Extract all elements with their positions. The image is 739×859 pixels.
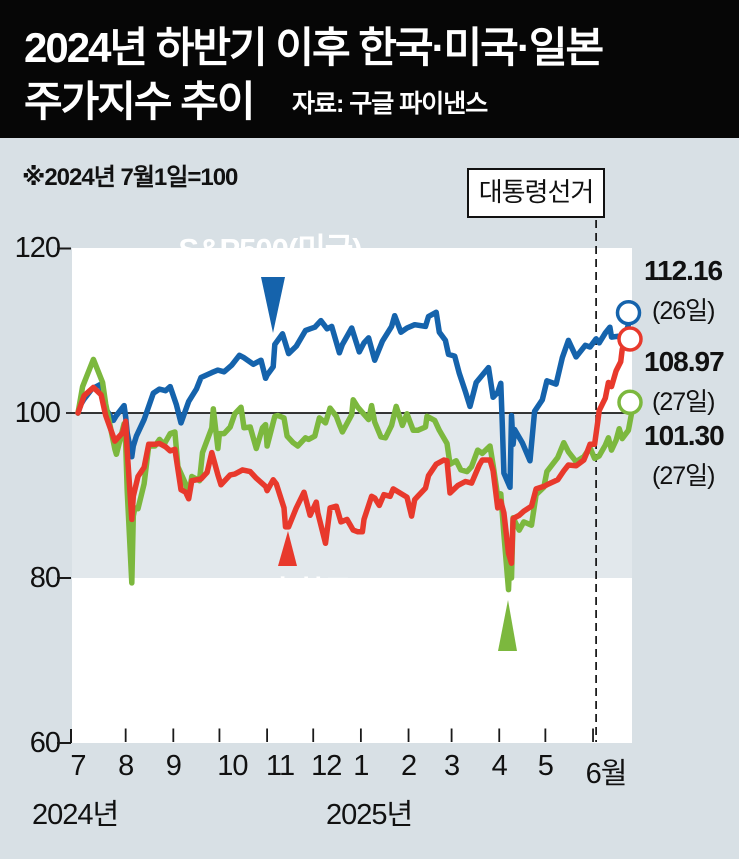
end-marker-코스피 — [617, 326, 643, 352]
x-tick-label-3: 3 — [444, 750, 460, 782]
series-line-S&P500 — [75, 309, 635, 491]
legend-pointer-S&P500 — [261, 277, 285, 333]
header: 2024년 하반기 이후 한국·미국·일본 주가지수 추이 자료: 구글 파이낸… — [0, 0, 739, 138]
y-tick-label-120: 120 — [14, 231, 61, 264]
source-credit: 자료: 구글 파이낸스 — [292, 90, 488, 118]
series-line-코스피 — [75, 327, 636, 566]
month-ticks — [124, 728, 594, 742]
end-marker-닛케이225 — [617, 389, 643, 416]
series-line-닛케이225 — [75, 356, 636, 593]
election-annotation-box: 대통령선거 — [467, 168, 605, 218]
series-lines — [75, 220, 643, 742]
legend-nikkei: 닛케이225(일본) — [347, 662, 553, 697]
year-label-2024: 2024년 — [32, 799, 119, 831]
end-date-nikkei: (27일) — [652, 462, 715, 490]
x-tick-label-2: 2 — [400, 750, 417, 782]
y-tick-label-60: 60 — [29, 726, 61, 759]
axis-corner-60 — [57, 729, 72, 744]
legend-sp500: S&P500(미국) — [178, 232, 362, 267]
y-tick-label-100: 100 — [14, 396, 61, 429]
page-title-line2: 주가지수 추이 — [24, 78, 256, 125]
index-base-note: ※2024년 7월1일=100 — [22, 164, 238, 191]
x-tick-label-5: 5 — [537, 750, 554, 782]
year-label-2025: 2025년 — [326, 799, 413, 831]
legend-pointer-닛케이225 — [498, 600, 517, 651]
x-tick-label-6월: 6월 — [585, 758, 628, 790]
y-tick-label-80: 80 — [29, 561, 61, 594]
end-date-kospi: (27일) — [652, 388, 715, 416]
x-tick-label-4: 4 — [491, 750, 508, 782]
x-tick-label-1: 1 — [353, 750, 369, 782]
x-tick-label-11: 11 — [266, 750, 295, 782]
x-tick-label-9: 9 — [165, 750, 182, 782]
x-tick-label-7: 7 — [70, 750, 86, 782]
end-value-nikkei: 101.30 — [644, 420, 725, 451]
legend-kospi: 코스피(한국) — [204, 575, 361, 610]
end-value-kospi: 108.97 — [644, 346, 725, 377]
x-tick-label-10: 10 — [217, 750, 248, 782]
x-tick-label-8: 8 — [118, 750, 134, 782]
end-value-sp500: 112.16 — [644, 255, 723, 286]
page-title-line1: 2024년 하반기 이후 한국·미국·일본 — [24, 24, 604, 71]
end-marker-S&P500 — [615, 299, 642, 326]
x-tick-label-12: 12 — [311, 750, 342, 782]
end-date-sp500: (26일) — [652, 297, 715, 325]
legend-pointer-코스피 — [278, 531, 297, 566]
